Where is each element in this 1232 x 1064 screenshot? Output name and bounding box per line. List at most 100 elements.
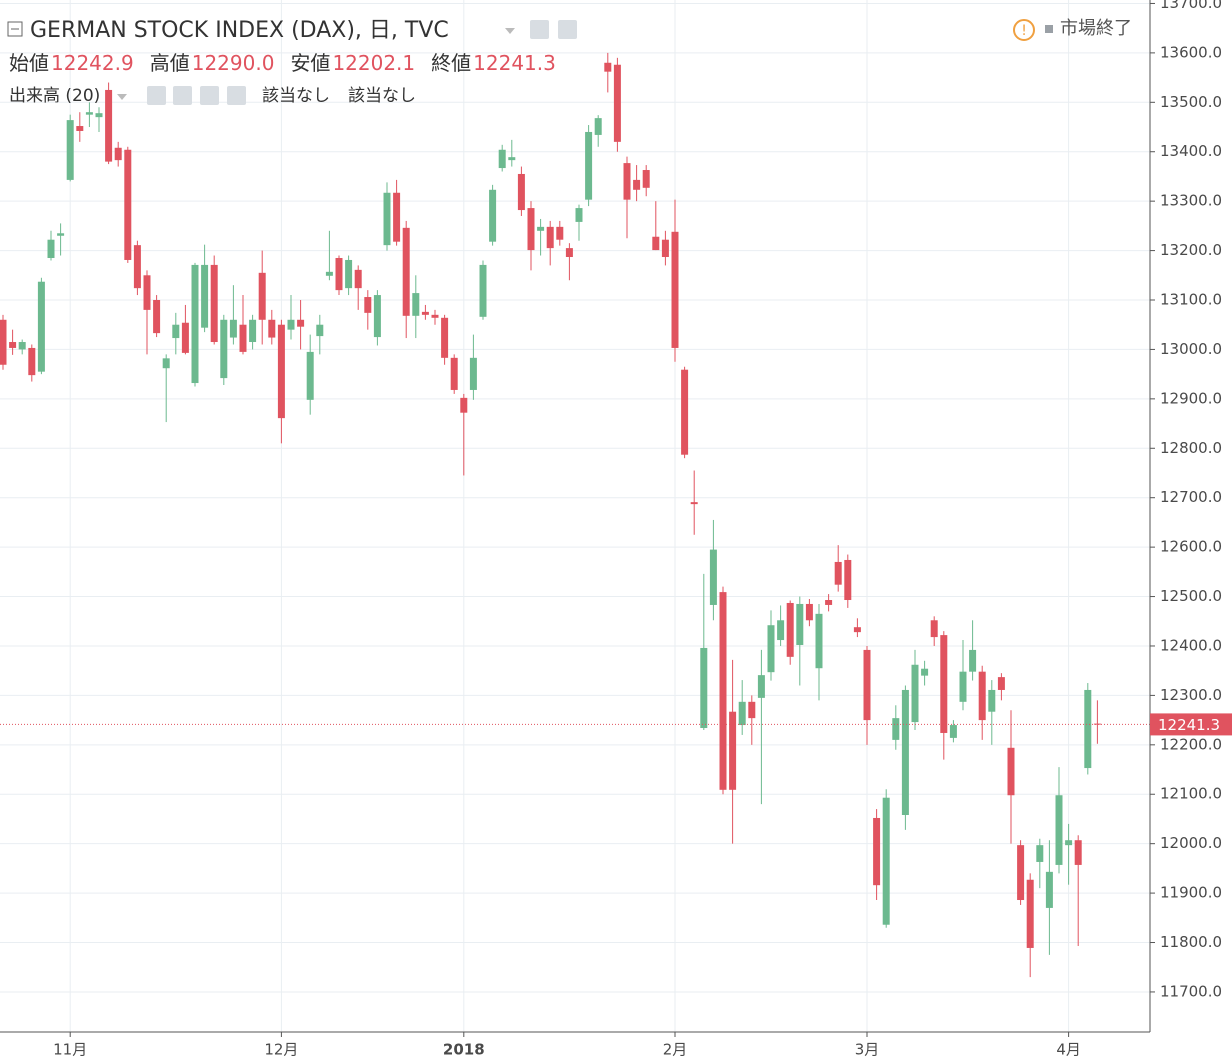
candle-body [853, 627, 861, 633]
y-tick-label: 12600.0 [1160, 538, 1222, 556]
candle-body [748, 701, 756, 719]
axes: 11700.0 11800.0 11900.0 12000.0 12100.0 12200… [53, 0, 1232, 1059]
candle-body [633, 179, 641, 190]
eye-button[interactable] [530, 20, 549, 39]
alert-mark: ! [1021, 23, 1027, 39]
y-tick-label: 12900.0 [1160, 389, 1222, 407]
indicator-dropdown[interactable] [117, 94, 127, 100]
status-dot [1045, 25, 1053, 33]
indicator-add[interactable] [200, 86, 219, 105]
candle-body [844, 559, 852, 601]
candle-body [498, 149, 506, 169]
candle-body [105, 89, 113, 162]
indicator-values: 該当なし 該当なし [262, 86, 416, 106]
candle-body [719, 592, 727, 790]
candle-body [95, 113, 103, 118]
candle-body [969, 649, 977, 672]
candle-body [412, 293, 420, 316]
legend-header: GERMAN STOCK INDEX (DAX), 日, TVC ! 市場終了 … [7, 18, 1132, 106]
candle-body [18, 342, 26, 350]
candle-body [949, 725, 957, 738]
market-status: 市場終了 [1060, 18, 1132, 39]
last-price-tag [1150, 713, 1232, 736]
candle-body [537, 226, 545, 231]
candle-body [287, 319, 295, 330]
candle-body [585, 131, 593, 200]
candle-body [1055, 795, 1063, 865]
ohlc-value: 12290.0 [192, 51, 275, 75]
candle-body [9, 342, 17, 348]
y-tick-label: 13700.0 [1160, 0, 1222, 12]
candle-body [565, 248, 573, 258]
indicator-eye[interactable] [147, 86, 166, 105]
candle-body [249, 319, 257, 343]
candle-body [1093, 723, 1101, 725]
x-tick-label: 2018 [443, 1041, 485, 1059]
candle-body [901, 689, 909, 816]
candle-body [28, 347, 36, 376]
ohlc-value: 12202.1 [332, 51, 415, 75]
candle-body [114, 147, 122, 161]
y-tick-label: 11900.0 [1160, 884, 1222, 902]
ohlc-name: 始値 [9, 51, 49, 75]
y-tick-label: 12700.0 [1160, 488, 1222, 506]
candle-body [316, 324, 324, 337]
y-tick-label: 13600.0 [1160, 43, 1222, 61]
candle-body [709, 549, 717, 605]
y-tick-label: 13500.0 [1160, 93, 1222, 111]
candle-body [613, 64, 621, 142]
candle-body [767, 625, 775, 673]
candle-body [1036, 845, 1044, 862]
candle-body [556, 226, 564, 240]
candle-body [508, 157, 516, 161]
candle-body [892, 718, 900, 740]
candle-body [277, 324, 285, 419]
candle-body [594, 118, 602, 135]
candle-body [1074, 840, 1082, 865]
candle-body [757, 675, 765, 698]
last-price-label: 12241.3 [1158, 716, 1220, 734]
candle-body [546, 226, 554, 249]
candle-body [479, 264, 487, 317]
candle-body [450, 357, 458, 390]
y-tick-label: 11800.0 [1160, 933, 1222, 951]
dropdown-arrow[interactable] [505, 28, 515, 34]
candle-body [575, 208, 583, 222]
ohlc-name: 終値 [431, 51, 471, 75]
y-tick-label: 11700.0 [1160, 982, 1222, 1000]
candle-body [1045, 871, 1053, 908]
candle-body [671, 231, 679, 348]
settings-button[interactable] [558, 20, 577, 39]
candle-body [191, 264, 199, 384]
candle-body [297, 319, 305, 327]
candle-body [642, 170, 650, 188]
candle-body [133, 245, 141, 289]
candle-body [76, 126, 84, 131]
alert-icon[interactable] [1013, 19, 1035, 41]
collapse-icon[interactable] [7, 21, 23, 37]
ohlc-values: 始値 12242.9 高値 12290.0 安値 12202.1 終値 12241.3 [9, 51, 556, 75]
candle-body [124, 149, 132, 260]
candle-body [393, 192, 401, 242]
indicator-value: 該当なし [348, 86, 416, 106]
candles [0, 52, 1150, 978]
indicator-remove[interactable] [227, 86, 246, 105]
candle-body [681, 369, 689, 455]
y-tick-label: 12800.0 [1160, 439, 1222, 457]
candle-body [431, 314, 439, 318]
ohlc-name: 高値 [150, 51, 190, 75]
candle-body [354, 269, 362, 289]
x-tick-label: 3月 [855, 1041, 880, 1059]
indicator-settings[interactable] [173, 86, 192, 105]
y-tick-label: 12200.0 [1160, 735, 1222, 753]
y-tick-label: 12400.0 [1160, 636, 1222, 654]
candle-body [1007, 747, 1015, 796]
candle-body [988, 689, 996, 712]
candle-body [700, 647, 708, 729]
candle-body [729, 711, 737, 790]
candle-body [460, 397, 468, 413]
indicator-name: 出来高 (20) [9, 86, 100, 106]
candle-body [162, 358, 170, 369]
